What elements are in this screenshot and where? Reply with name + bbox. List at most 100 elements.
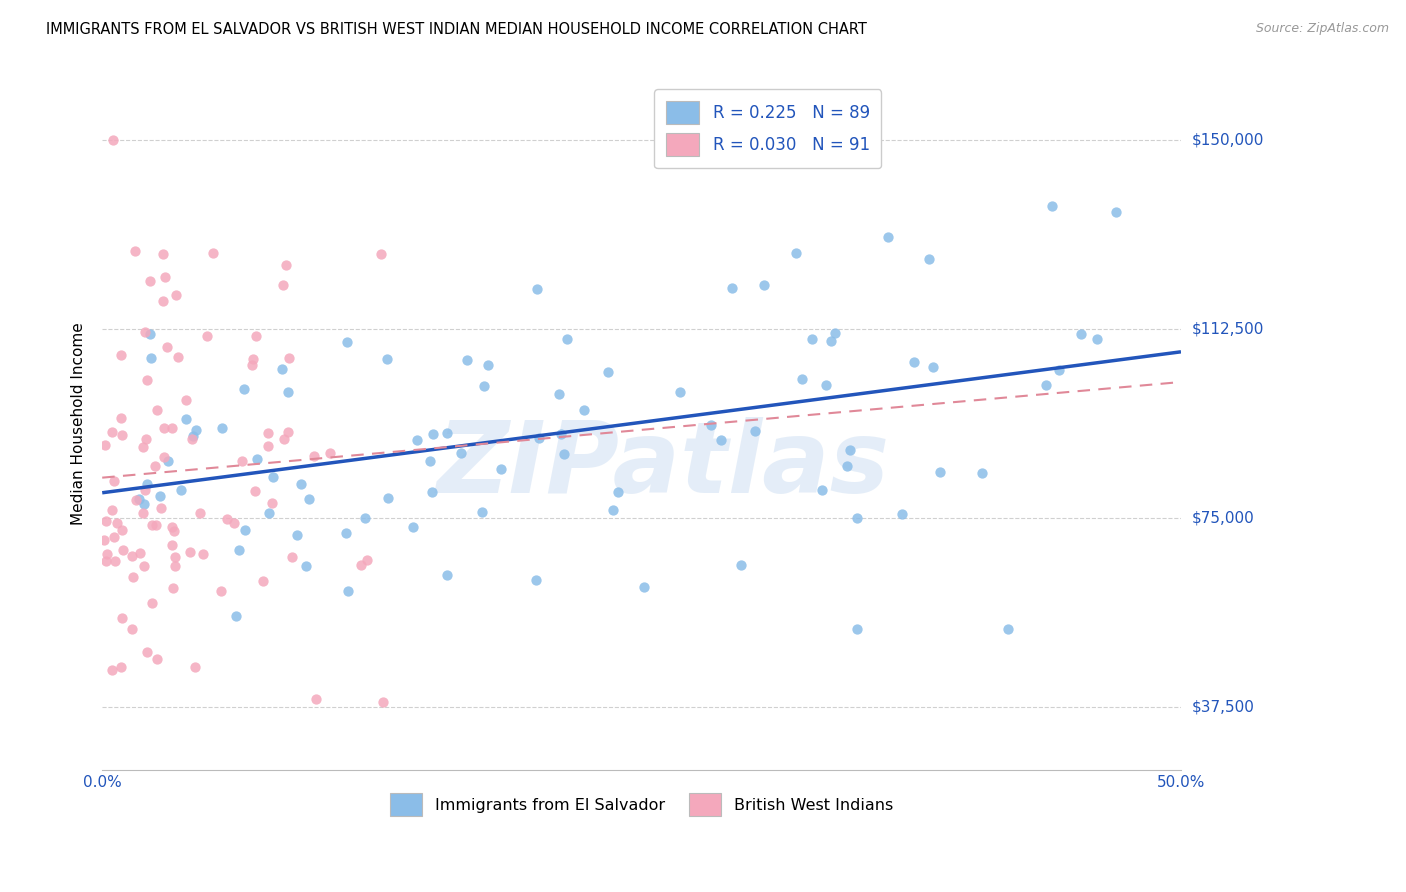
Point (370, 246, 392, 260)
Point (436, 567, 458, 582)
Point (785, 246, 807, 260)
Point (141, 518, 163, 533)
Point (134, 325, 156, 339)
Point (103, 531, 125, 545)
Point (997, 622, 1019, 636)
Point (145, 518, 167, 533)
Point (633, 580, 655, 594)
Point (929, 466, 952, 480)
Point (94, 515, 117, 529)
Point (125, 493, 148, 508)
Point (103, 474, 125, 488)
Point (233, 523, 256, 537)
Point (548, 386, 571, 401)
Point (232, 382, 254, 396)
Point (281, 550, 304, 565)
Point (93, 533, 115, 547)
Point (270, 361, 292, 376)
Point (156, 454, 179, 468)
Point (1047, 363, 1070, 377)
Point (129, 546, 152, 560)
Point (845, 510, 868, 524)
Point (215, 511, 238, 525)
Point (298, 492, 321, 507)
Point (128, 491, 150, 506)
Point (135, 645, 157, 659)
Point (165, 288, 187, 302)
Point (277, 384, 299, 399)
Point (245, 484, 267, 499)
Point (555, 332, 578, 346)
Point (131, 506, 153, 520)
Point (136, 477, 159, 491)
Point (184, 660, 207, 674)
Point (419, 454, 441, 468)
Point (131, 440, 153, 454)
Point (165, 549, 187, 564)
Point (550, 427, 572, 442)
Point (800, 332, 823, 346)
Point (94, 554, 117, 568)
Point (257, 439, 280, 453)
Point (153, 270, 176, 285)
Point (101, 663, 124, 677)
Point (136, 373, 159, 387)
Point (152, 420, 174, 434)
Point (160, 421, 183, 435)
Point (710, 434, 733, 448)
Point (1105, 205, 1128, 219)
Point (277, 351, 299, 365)
Point (257, 506, 280, 520)
Point (146, 402, 169, 417)
Text: $112,500: $112,500 (1192, 322, 1264, 336)
Point (149, 489, 172, 503)
Point (527, 431, 550, 445)
Point (146, 652, 169, 666)
Point (104, 554, 127, 568)
Point (176, 392, 198, 407)
Point (820, 334, 842, 348)
Point (110, 411, 132, 425)
Point (721, 281, 744, 295)
Point (456, 352, 478, 367)
Point (132, 497, 155, 511)
Point (1085, 332, 1108, 346)
Point (700, 417, 723, 432)
Point (574, 403, 596, 417)
Point (124, 244, 146, 259)
Point (1035, 378, 1057, 392)
Point (607, 485, 630, 500)
Point (141, 351, 163, 366)
Point (790, 372, 813, 386)
Point (477, 358, 499, 372)
Point (163, 559, 186, 574)
Point (94, 438, 117, 452)
Point (336, 583, 359, 598)
Point (846, 622, 869, 636)
Point (814, 378, 837, 392)
Point (471, 504, 494, 518)
Text: $37,500: $37,500 (1192, 699, 1256, 714)
Point (356, 553, 378, 567)
Point (110, 348, 132, 362)
Point (752, 277, 775, 292)
Point (335, 526, 357, 541)
Point (228, 543, 250, 558)
Point (262, 470, 284, 484)
Point (111, 428, 134, 442)
Point (240, 358, 263, 372)
Point (162, 524, 184, 539)
Text: IMMIGRANTS FROM EL SALVADOR VS BRITISH WEST INDIAN MEDIAN HOUSEHOLD INCOME CORRE: IMMIGRANTS FROM EL SALVADOR VS BRITISH W… (46, 22, 868, 37)
Point (110, 660, 132, 674)
Point (526, 282, 548, 296)
Point (105, 516, 128, 530)
Point (252, 574, 274, 588)
Point (810, 483, 832, 497)
Point (193, 547, 215, 561)
Point (744, 424, 766, 438)
Point (319, 446, 342, 460)
Point (285, 527, 308, 541)
Point (111, 543, 134, 558)
Point (166, 350, 188, 364)
Point (375, 352, 398, 367)
